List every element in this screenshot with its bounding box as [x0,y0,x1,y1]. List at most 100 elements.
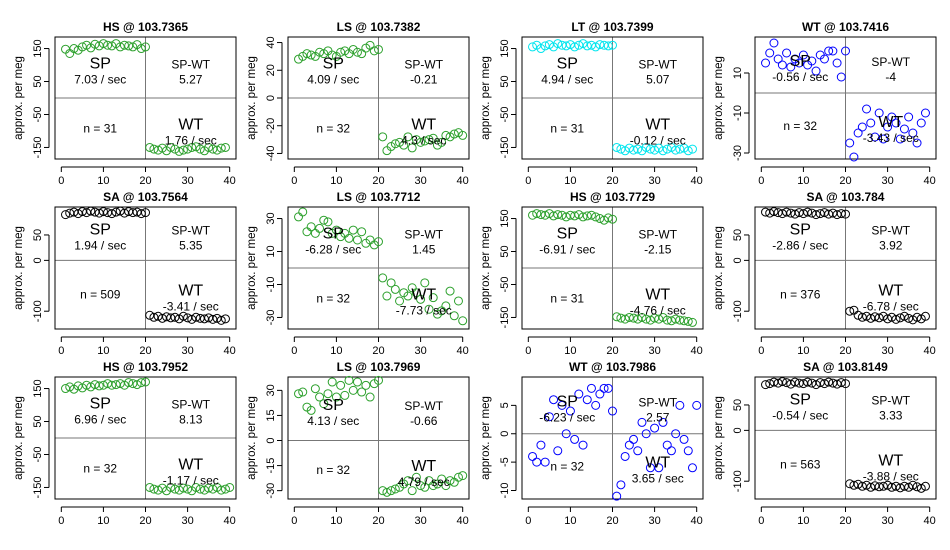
sp-label: SP [90,222,111,239]
sp-data-point [115,379,125,389]
x-tick-label: 0 [291,345,297,357]
wt-rate: 3.65 / sec [632,471,684,485]
scatter-panel: LS @ 103.7969 0 10 20 30 40 30 15 0 -15 -30 approx.… [246,360,470,527]
wt-data-point [654,314,664,324]
x-tick-label: 20 [372,345,384,357]
sp-wt-value: 2.57 [646,410,670,424]
sp-wt-value: 3.92 [879,239,903,253]
sp-data-point [365,392,375,402]
sp-data-point [103,40,113,50]
wt-data-point [874,108,884,118]
wt-data-point [437,137,447,147]
sp-data-point [595,40,605,50]
wt-data-point [187,314,197,324]
sp-wt-label: SP-WT [171,398,210,412]
sp-wt-label: SP-WT [638,228,677,242]
y-tick-label: 50 [732,229,744,241]
x-tick-label: 0 [525,515,531,527]
panel-title: LS @ 103.7382 [337,20,421,34]
n-count: n = 31 [83,122,117,136]
x-tick-label: 40 [224,175,236,187]
wt-data-point [612,312,622,322]
wt-data-point [616,144,626,154]
y-tick-label: 0 [499,431,511,437]
wt-data-point [411,288,421,298]
x-tick-label: 30 [181,175,193,187]
sp-rate: -6.91 / sec [539,243,595,257]
y-tick-label: -20 [265,118,277,134]
sp-wt-label: SP-WT [871,224,910,238]
sp-data-point [819,54,829,64]
sp-data-point [327,377,337,387]
sp-data-point [528,42,538,52]
wt-data-point [204,142,214,152]
sp-data-point [761,58,771,68]
wt-data-point [407,143,417,153]
sp-data-point [298,207,308,217]
wt-data-point [441,301,451,311]
sp-data-point [115,42,125,52]
sp-data-point [331,225,341,235]
wt-data-point [912,138,922,148]
wt-data-point [687,463,697,473]
sp-label: SP [557,226,578,243]
wt-data-point [920,481,930,491]
sp-wt-label: SP-WT [638,395,677,409]
wt-rate: 4.3 / sec [401,134,446,148]
sp-rate: 7.03 / sec [74,73,126,87]
sp-data-point [336,47,346,57]
wt-data-point [916,483,926,493]
wt-data-point [453,296,463,306]
y-axis-label: approx. per meg [246,226,258,310]
sp-data-point [540,457,550,467]
sp-data-point [374,237,383,247]
y-tick-label: -5 [499,457,511,467]
wt-data-point [178,483,188,493]
wt-data-point [857,312,867,322]
sp-wt-label: SP-WT [871,55,910,69]
y-tick-label: 10 [265,245,277,257]
wt-rate: -4.76 / sec [630,304,686,318]
sp-wt-label: SP-WT [404,228,443,242]
n-count: n = 376 [780,288,821,302]
wt-data-point [220,484,230,494]
sp-data-point [94,381,104,391]
panel-title: HS @ 103.7365 [103,20,188,34]
wt-data-point [174,146,184,156]
wt-data-point [149,312,159,322]
wt-rate: -3.88 / sec [863,470,919,484]
wt-data-point [845,138,855,148]
wt-data-point [853,479,863,489]
sp-data-point [595,389,605,399]
y-tick-label: -10 [265,277,277,293]
sp-data-point [544,412,554,422]
wt-data-point [378,273,388,283]
y-tick-label: 0 [265,437,277,443]
sp-data-point [65,382,75,392]
wt-data-point [845,306,855,316]
wt-data-point [891,118,901,128]
wt-data-point [862,104,872,114]
wt-data-point [874,313,884,323]
sp-data-point [352,47,362,57]
x-tick-label: 10 [97,515,109,527]
sp-label: SP [790,53,811,70]
sp-data-point [132,380,142,390]
wt-data-point [662,144,672,154]
sp-data-point [141,42,150,52]
sp-data-point [107,380,117,390]
scatter-panel: HS @ 103.7365 0 10 20 30 40 150 50 -50 -150 approx… [13,20,237,187]
sp-data-point [828,46,838,56]
sp-data-point [107,41,117,51]
sp-data-point [306,50,316,60]
x-tick-label: 30 [414,175,426,187]
wt-data-point [183,484,193,494]
wt-data-point [166,482,176,492]
sp-data-point [327,50,337,60]
sp-data-point [315,392,325,402]
wt-data-point [149,144,159,154]
sp-wt-label: SP-WT [171,224,210,238]
sp-data-point [578,440,588,450]
sp-label: SP [557,56,578,73]
y-tick-label: 10 [732,67,744,79]
